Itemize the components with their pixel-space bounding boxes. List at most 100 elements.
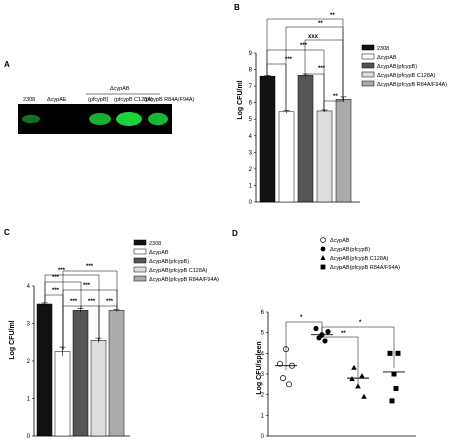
data-point-1-5 [286, 381, 292, 388]
panel-c-letter: C [4, 228, 10, 237]
legend-label: ΔcypAB(pfcypB) [330, 247, 370, 253]
gel-lane-label-1: 2308 [23, 97, 35, 103]
gel-header-label: ΔcypAB [110, 86, 130, 92]
y-tick-label: 2 [27, 359, 31, 365]
panel-d-sig-1: * [300, 315, 303, 321]
legend-label: ΔcypAB [149, 250, 169, 256]
legend-swatch [361, 80, 375, 87]
panel-b-sig-3: *** [300, 43, 308, 49]
data-point-4-2 [395, 350, 401, 356]
panel-b-sig-7: ** [330, 13, 335, 19]
panel-d-sig-3: * [359, 320, 362, 326]
panel-c-ylabel: Log CFU/ml [9, 320, 16, 359]
y-tick-label: 9 [249, 51, 253, 57]
legend-label: 2308 [377, 46, 389, 52]
panel-b-chart: 0 1 2 3 4 5 6 7 8 9 [249, 18, 360, 206]
bar-3 [72, 310, 89, 437]
y-tick-label: 2 [249, 167, 253, 173]
bar-1 [36, 303, 53, 437]
data-point-3-2 [359, 373, 365, 379]
panel-b-sig-5: ** [318, 21, 323, 27]
legend-label: ΔcypAB(pfcypB) [377, 64, 417, 70]
significance-bracket [266, 18, 344, 99]
y-tick-label: 2 [261, 393, 265, 399]
data-point-1-4 [280, 375, 286, 382]
significance-bracket [62, 270, 118, 350]
data-point-4-5 [389, 398, 395, 404]
legend-swatch [361, 71, 375, 78]
data-point-4-1 [387, 350, 393, 356]
legend-label: 2308 [149, 241, 161, 247]
panel-b-sig-4: ** [333, 94, 338, 100]
panel-c-sig-7: *** [83, 283, 91, 289]
legend-swatch [133, 239, 147, 246]
y-tick-label: 6 [249, 101, 253, 107]
legend-marker [320, 255, 326, 260]
legend-label: ΔcypAB(pfcypB R84A/F94A) [149, 277, 219, 283]
data-point-3-4 [355, 383, 361, 389]
bar-3 [297, 75, 314, 203]
gel-lane-label-2: ΔcypAE [47, 97, 67, 103]
bar-2 [54, 351, 71, 437]
gel-band-3 [89, 113, 111, 125]
gel-lane-label-3: (pfcypB) [88, 97, 109, 103]
panel-c-legend: 2308 ΔcypAB ΔcypAB(pfcypB) ΔcypAB(pfcypB C1… [133, 239, 219, 283]
y-tick-label: 3 [249, 150, 253, 156]
panel-b-sig-2: *** [318, 66, 326, 72]
panel-d-legend: ΔcypAB ΔcypAB(pfcypB) ΔcypAB(pfcypB C128A)… [320, 237, 400, 271]
panel-c-sig-4: *** [70, 299, 78, 305]
y-tick-label: 0 [261, 434, 265, 440]
gel-band-5 [148, 112, 168, 126]
data-point-4-4 [393, 385, 399, 391]
panel-d-letter: D [232, 229, 238, 238]
legend-marker [320, 246, 326, 252]
legend-swatch [133, 248, 147, 255]
legend-label: ΔcypAB(pfcypB R84A/F94A) [330, 265, 400, 271]
legend-label: ΔcypAB(pfcypB) [149, 259, 189, 265]
panel-b-sig-6: xxx [308, 34, 319, 40]
panel-b-sig-1: *** [285, 57, 293, 63]
data-point-3-5 [361, 393, 367, 399]
panel-d-ylabel: Log CFU/spleen [256, 341, 263, 394]
y-tick-label: 0 [249, 200, 253, 206]
panel-c-sig-8: *** [86, 264, 94, 270]
bar-4 [90, 340, 107, 437]
bar-5 [108, 310, 125, 437]
legend-swatch [133, 266, 147, 273]
y-tick-label: 7 [249, 84, 253, 90]
significance-bracket [323, 99, 344, 111]
legend-swatch [361, 53, 375, 60]
legend-swatch [361, 62, 375, 69]
data-point-4-3 [391, 371, 397, 377]
panel-b-letter: B [234, 3, 240, 12]
data-point-2-5 [322, 338, 328, 344]
legend-marker [320, 264, 326, 270]
y-tick-label: 5 [261, 331, 265, 337]
panel-d-sig-2: ** [341, 331, 346, 337]
significance-bracket [44, 274, 100, 341]
panel-b-ylabel: Log CFU/ml [237, 80, 244, 119]
gel-lane-label-4: (pfcypB C128A) [114, 97, 153, 103]
data-point-2-1 [313, 325, 319, 332]
y-tick-label: 5 [249, 117, 253, 123]
legend-label: ΔcypAB(pfcypB C128A) [330, 256, 389, 262]
legend-swatch [133, 257, 147, 264]
gel-lane-label-5: (pfcypB R84A/F94A) [144, 97, 195, 103]
significance-bracket [321, 326, 395, 368]
legend-label: ΔcypAB [377, 55, 397, 61]
data-point-1-2 [277, 360, 283, 367]
legend-swatch [133, 275, 147, 282]
panel-c-sig-3: *** [58, 268, 66, 274]
y-tick-label: 6 [261, 310, 265, 316]
significance-bracket [266, 49, 325, 111]
data-point-2-2 [325, 329, 331, 335]
y-tick-label: 1 [261, 413, 265, 419]
panel-a-letter: A [4, 60, 10, 69]
legend-swatch [361, 44, 375, 51]
y-tick-label: 4 [27, 284, 31, 290]
y-tick-label: 1 [249, 183, 253, 189]
panel-c-chart: 0 1 2 3 4 [27, 270, 130, 440]
y-tick-label: 1 [27, 397, 31, 403]
data-point-2-4 [316, 335, 322, 341]
panel-c-sig-6: *** [106, 299, 114, 305]
